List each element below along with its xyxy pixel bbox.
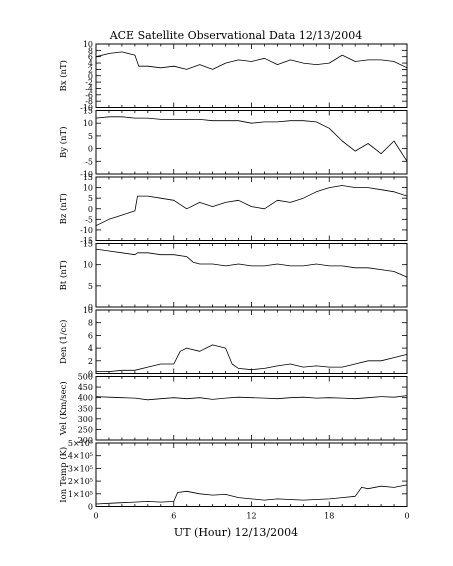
y-axis-label: By (nT) — [58, 126, 69, 158]
y-tick-label: 0 — [88, 72, 93, 81]
y-axis-label: Bx (nT) — [58, 60, 69, 92]
y-tick-label: -4 — [85, 84, 93, 93]
panel-frame — [95, 376, 408, 441]
x-tick-label: 6 — [171, 512, 176, 521]
y-tick-label: 10 — [83, 119, 93, 128]
y-tick-label: 500 — [78, 373, 93, 382]
y-tick-label: 0 — [88, 370, 93, 379]
y-tick-label: -6 — [85, 91, 93, 100]
y-tick-label: 0 — [88, 503, 93, 512]
y-tick-label: -10 — [80, 226, 93, 235]
panel-frame — [95, 43, 408, 108]
y-tick-label: 0 — [88, 303, 93, 312]
y-tick-label: 2 — [88, 357, 93, 366]
x-tick-label: 18 — [324, 512, 334, 521]
y-tick-label: 15 — [83, 173, 93, 182]
y-tick-label: 15 — [83, 107, 93, 116]
y-tick-label: 250 — [78, 425, 93, 434]
y-tick-label: 10 — [83, 184, 93, 193]
y-tick-label: 6 — [88, 331, 93, 340]
y-tick-label: 0 — [88, 145, 93, 154]
y-tick-label: -15 — [80, 237, 93, 246]
y-tick-label: 6 — [88, 53, 93, 62]
series-line-bz — [95, 185, 408, 227]
x-tick-label: 12 — [246, 512, 256, 521]
y-tick-label: 5 — [88, 282, 93, 291]
panel-frame — [95, 309, 408, 374]
y-tick-label: -10 — [80, 170, 93, 179]
y-tick-label: 4 — [88, 344, 93, 353]
x-tick-label: 0 — [93, 512, 98, 521]
panel-frame — [95, 176, 408, 241]
series-line-den — [96, 344, 408, 373]
y-tick-label: 8 — [88, 319, 93, 328]
y-axis-label: Bz (nT) — [58, 193, 69, 224]
series-line-temp — [95, 484, 408, 505]
y-axis-label: Bt (nT) — [58, 260, 69, 290]
series-line-bt — [95, 248, 408, 278]
y-tick-label: 300 — [78, 415, 93, 424]
figure-title: ACE Satellite Observational Data 12/13/2… — [109, 29, 363, 42]
y-axis-label: Ion Temp (K) — [58, 447, 69, 503]
y-tick-label: 4×10⁵ — [68, 452, 93, 461]
y-tick-label: 10 — [83, 40, 93, 49]
y-tick-label: 15 — [83, 240, 93, 249]
y-tick-label: 5 — [88, 194, 93, 203]
panel-by: -10 -5 0 5 10 15 By (nT) — [58, 107, 408, 179]
y-tick-label: 5 — [88, 132, 93, 141]
y-tick-label: 3×10⁵ — [68, 464, 93, 473]
panel-bt: 0 5 10 15 Bt (nT) — [58, 240, 408, 312]
y-tick-label: -5 — [85, 157, 93, 166]
series-line-bx — [95, 51, 408, 70]
panel-bz: -15 -10 -50 510 15 Bz (nT) — [58, 173, 408, 246]
y-tick-label: 4 — [88, 59, 93, 68]
y-tick-label: -5 — [85, 215, 93, 224]
y-tick-label: 350 — [78, 404, 93, 413]
y-tick-label: 2×10⁵ — [68, 477, 93, 486]
y-tick-label: 200 — [78, 436, 93, 445]
y-tick-label: 400 — [78, 394, 93, 403]
y-tick-label: 5×10⁵ — [68, 439, 93, 448]
y-tick-label: -2 — [85, 78, 93, 87]
y-tick-label: 10 — [83, 306, 93, 315]
panel-den: 0 2 4 6 8 10 Den (1/cc) — [58, 306, 408, 379]
y-tick-label: 0 — [88, 205, 93, 214]
series-line-by — [95, 116, 408, 162]
series-line-vel — [95, 395, 408, 401]
y-tick-label: 10 — [83, 261, 93, 270]
y-axis-label: Den (1/cc) — [58, 320, 69, 364]
x-axis: 0 6 12 18 0 — [93, 512, 409, 521]
x-axis-label: UT (Hour) 12/13/2004 — [174, 526, 298, 539]
y-tick-label: 450 — [78, 383, 93, 392]
y-axis-label: Vel (Km/sec) — [58, 381, 69, 436]
panel-frame — [95, 442, 408, 507]
panel-frame — [95, 110, 408, 175]
y-tick-label: 2 — [88, 65, 93, 74]
y-tick-label: -8 — [85, 97, 93, 106]
y-tick-label: 8 — [88, 46, 93, 55]
y-tick-label: 1×10⁵ — [68, 490, 93, 499]
y-tick-label: -10 — [80, 104, 93, 113]
x-tick-label: 0 — [404, 512, 409, 521]
